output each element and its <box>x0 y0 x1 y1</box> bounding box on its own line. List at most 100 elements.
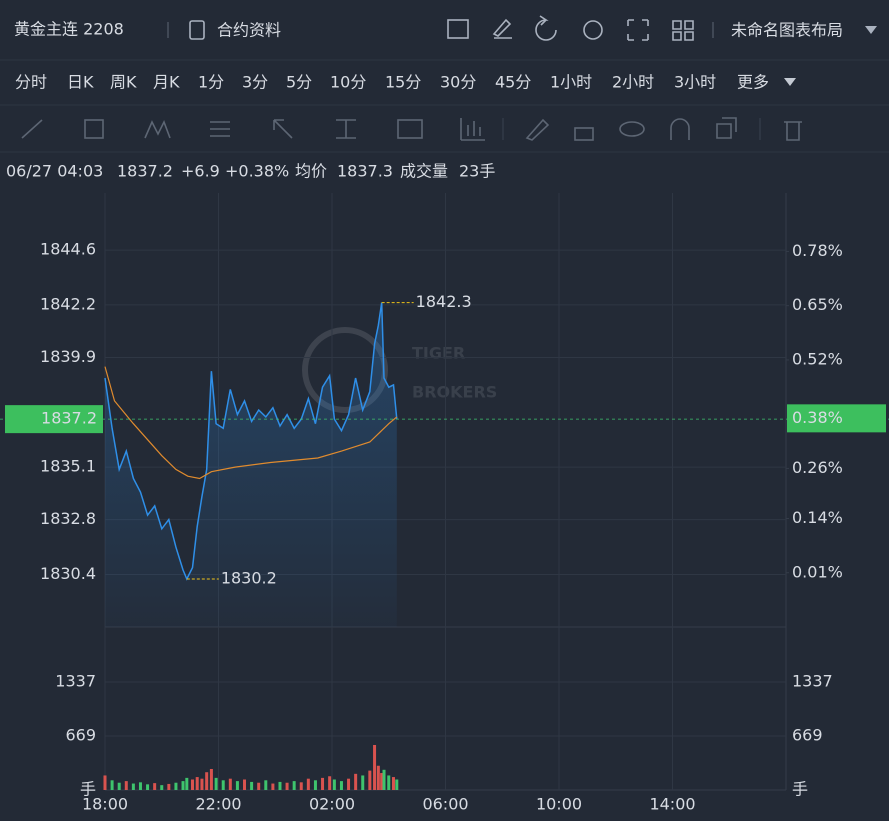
volume-bar <box>146 784 150 790</box>
period-tab[interactable]: 15分 <box>385 73 421 92</box>
x-tick-label: 06:00 <box>422 795 468 814</box>
watermark-text: BROKERS <box>412 383 497 402</box>
volume-bar <box>285 782 289 790</box>
period-tab[interactable]: 1分 <box>198 73 224 92</box>
delete-tool[interactable] <box>784 121 802 141</box>
arrow-tool[interactable] <box>273 119 293 139</box>
text-tool[interactable] <box>397 119 423 139</box>
period-tab[interactable]: 更多 <box>737 73 769 92</box>
volume-bar <box>264 780 268 790</box>
volume-bar <box>395 779 399 790</box>
y-tick-label: 1844.6 <box>40 240 96 259</box>
y2-tick-label: 0.65% <box>792 295 843 314</box>
period-bar: 分时 日K 周K 月K 1分 3分 5分 10分 15分 30分 45分 1小时 2小时 3小时 更多 <box>15 73 796 92</box>
volume-bar <box>373 744 377 790</box>
fib-tool[interactable] <box>210 121 230 137</box>
rect-tool[interactable] <box>84 119 104 139</box>
low-label: 1830.2 <box>221 569 277 588</box>
volume-bar <box>235 781 239 790</box>
volume-bar <box>167 783 171 790</box>
y2-tick-label: 0.14% <box>792 508 843 527</box>
volume-bar <box>160 785 164 790</box>
layout-icon[interactable] <box>672 20 694 41</box>
volume-bar <box>387 775 391 790</box>
volume-bar <box>368 770 372 790</box>
period-tab[interactable]: 45分 <box>495 73 531 92</box>
average-line <box>104 366 398 480</box>
lock-tool[interactable] <box>574 127 594 141</box>
more-arrow <box>784 78 796 86</box>
watermark-text: TIGER <box>412 344 465 363</box>
indicator-tool[interactable] <box>460 118 485 141</box>
period-tab[interactable]: 月K <box>153 73 180 92</box>
period-tab[interactable]: 3分 <box>242 73 268 92</box>
edit-icon[interactable] <box>492 18 512 39</box>
volume-bar <box>339 781 343 790</box>
y-tick-label: 1842.2 <box>40 294 96 313</box>
info-time: 06/27 04:03 <box>6 162 103 181</box>
contract-info[interactable]: 合约资料 <box>217 21 281 40</box>
volume-bar <box>185 777 189 790</box>
x-tick-label: 10:00 <box>536 795 582 814</box>
volume-bar <box>138 782 142 790</box>
eye-tool[interactable] <box>619 121 645 137</box>
measure-tool[interactable] <box>336 119 356 139</box>
symbol-title: 黄金主连 2208 <box>14 20 124 39</box>
layout-name[interactable]: 未命名图表布局 <box>731 21 843 40</box>
volume-bar <box>243 779 247 790</box>
volume-bar <box>321 777 325 790</box>
volume-bar <box>299 782 303 790</box>
chart-icon[interactable] <box>447 19 469 39</box>
info-avg: 1837.3 <box>337 162 393 181</box>
period-tab[interactable]: 2小时 <box>612 73 654 92</box>
line-tool[interactable] <box>21 119 43 139</box>
period-tab[interactable]: 3小时 <box>674 73 716 92</box>
period-tab[interactable]: 10分 <box>330 73 366 92</box>
x-tick-label: 18:00 <box>82 795 128 814</box>
volume-bar <box>117 782 121 790</box>
x-tick-label: 02:00 <box>309 795 355 814</box>
info-volume-label: 成交量 <box>400 162 448 181</box>
volume-bar <box>103 775 107 790</box>
settings-icon[interactable] <box>583 20 603 40</box>
volume-tick-label: 669 <box>65 725 96 744</box>
y2-tick-label: 0.26% <box>792 458 843 477</box>
pattern-tool[interactable] <box>144 120 171 139</box>
layers-tool[interactable] <box>716 117 737 139</box>
volume-bar <box>190 779 194 790</box>
period-tab[interactable]: 30分 <box>440 73 476 92</box>
volume-bar <box>391 777 395 790</box>
dropdown-arrow[interactable] <box>865 26 877 34</box>
info-change: +6.9 <box>181 162 220 181</box>
doc-icon[interactable] <box>189 20 205 40</box>
volume-bar <box>278 781 282 790</box>
period-tab[interactable]: 分时 <box>15 73 47 92</box>
volume-bar <box>257 782 261 790</box>
x-tick-label: 22:00 <box>195 795 241 814</box>
current-pct-label: 0.38% <box>792 408 843 427</box>
magnet-tool[interactable] <box>670 118 690 140</box>
y-tick-label: 1839.9 <box>40 347 96 366</box>
volume-bar <box>174 782 178 790</box>
volume-bar <box>313 780 317 790</box>
y2-tick-label: 0.52% <box>792 349 843 368</box>
period-tab[interactable]: 周K <box>110 73 137 92</box>
volume-bar <box>110 780 114 790</box>
y-tick-label: 1830.4 <box>40 564 96 583</box>
reset-icon[interactable] <box>535 15 557 41</box>
fullscreen-icon[interactable] <box>627 19 649 41</box>
volume-unit: 手 <box>792 780 808 799</box>
period-tab[interactable]: 1小时 <box>550 73 592 92</box>
info-avg-label: 均价 <box>295 162 327 181</box>
drawing-toolbar <box>21 117 802 141</box>
period-tab[interactable]: 5分 <box>286 73 312 92</box>
volume-bar <box>361 775 365 790</box>
volume-bar <box>376 765 380 790</box>
y2-tick-label: 0.01% <box>792 562 843 581</box>
period-tab[interactable]: 日K <box>67 73 94 92</box>
info-price: 1837.2 <box>117 162 173 181</box>
brush-tool[interactable] <box>525 118 550 141</box>
current-price-badge <box>5 405 103 434</box>
